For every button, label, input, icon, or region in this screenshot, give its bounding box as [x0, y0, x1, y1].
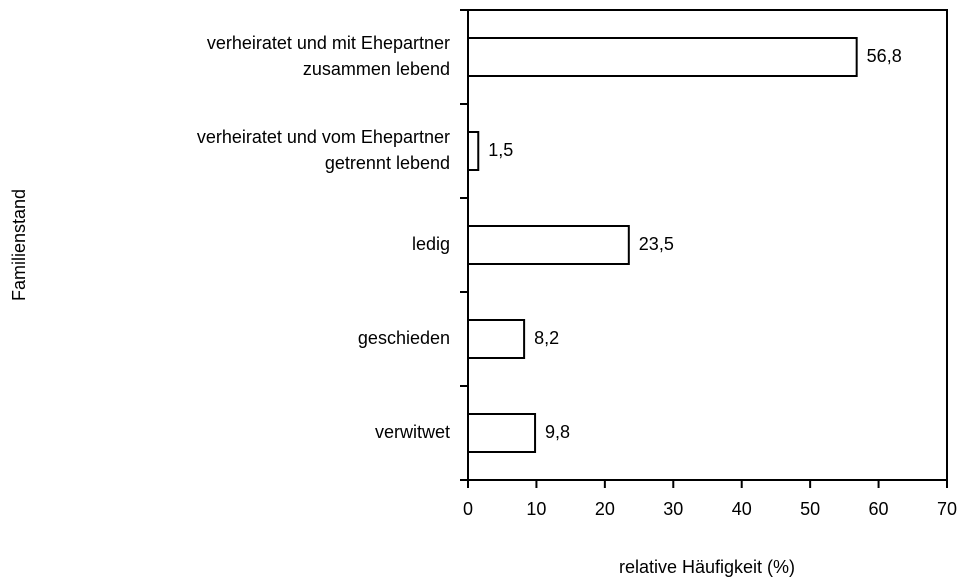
- x-tick-label: 60: [869, 499, 889, 519]
- y-tick-label: verwitwet: [375, 422, 450, 442]
- y-tick-label-line: verheiratet und mit Ehepartner: [207, 33, 450, 53]
- y-tick-label: verheiratet und mit Ehepartner zusammen l…: [207, 33, 450, 79]
- x-tick-label: 40: [732, 499, 752, 519]
- x-tick-label: 20: [595, 499, 615, 519]
- y-tick-label-line: geschieden: [358, 328, 450, 348]
- x-tick-label: 70: [937, 499, 957, 519]
- bar: [467, 131, 480, 171]
- x-tick-label: 0: [463, 499, 473, 519]
- x-axis-label: relative Häufigkeit (%): [619, 557, 795, 577]
- bar: [467, 225, 630, 265]
- bar: [467, 319, 526, 359]
- x-tick-label: 10: [526, 499, 546, 519]
- bar: [467, 37, 858, 77]
- y-axis-label: Familienstand: [9, 189, 29, 301]
- value-label: 1,5: [488, 140, 513, 160]
- y-tick-label-line: getrennt lebend: [325, 153, 450, 173]
- y-tick-label-line: verheiratet und vom Ehepartner: [197, 127, 450, 147]
- value-label: 56,8: [867, 46, 902, 66]
- bar: [467, 413, 537, 453]
- value-label: 23,5: [639, 234, 674, 254]
- value-label: 8,2: [534, 328, 559, 348]
- y-tick-label-line: ledig: [412, 234, 450, 254]
- y-tick-label-line: zusammen lebend: [303, 59, 450, 79]
- x-tick-label: 50: [800, 499, 820, 519]
- y-tick-label-line: verwitwet: [375, 422, 450, 442]
- y-tick-label: geschieden: [358, 328, 450, 348]
- y-tick-label: ledig: [412, 234, 450, 254]
- value-label: 9,8: [545, 422, 570, 442]
- y-tick-label: verheiratet und vom Ehepartner getrennt l…: [197, 127, 450, 173]
- x-tick-label: 30: [663, 499, 683, 519]
